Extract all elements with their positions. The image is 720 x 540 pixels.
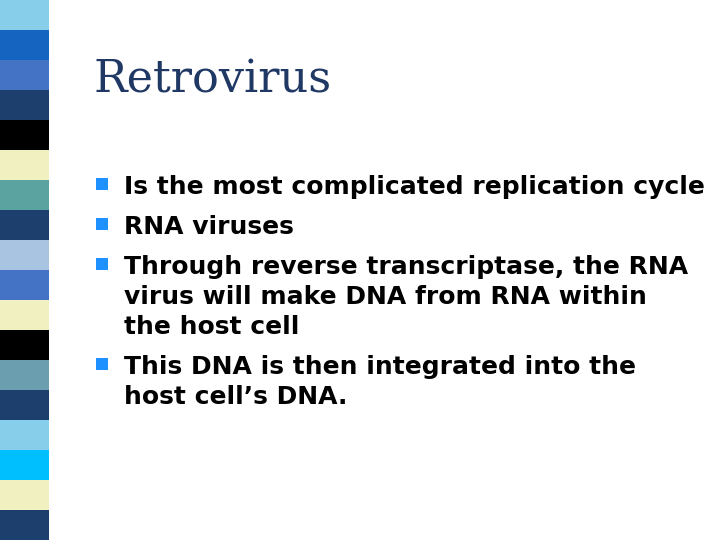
Text: the host cell: the host cell: [124, 315, 299, 339]
Text: Through reverse transcriptase, the RNA: Through reverse transcriptase, the RNA: [124, 255, 688, 279]
Text: RNA viruses: RNA viruses: [124, 215, 294, 239]
Text: Is the most complicated replication cycle: Is the most complicated replication cycl…: [124, 175, 704, 199]
Bar: [0, 480, 49, 510]
Bar: [0, 120, 49, 150]
Text: virus will make DNA from RNA within: virus will make DNA from RNA within: [124, 285, 647, 309]
Bar: [96, 218, 107, 230]
Bar: [0, 180, 49, 210]
Text: Retrovirus: Retrovirus: [94, 58, 332, 101]
Bar: [0, 510, 49, 540]
Bar: [0, 90, 49, 120]
Bar: [0, 390, 49, 420]
Bar: [96, 258, 107, 270]
Text: host cell’s DNA.: host cell’s DNA.: [124, 385, 347, 409]
Bar: [0, 300, 49, 330]
Bar: [0, 420, 49, 450]
Bar: [0, 0, 49, 30]
Bar: [0, 360, 49, 390]
Text: This DNA is then integrated into the: This DNA is then integrated into the: [124, 355, 636, 379]
Bar: [0, 240, 49, 270]
Bar: [96, 178, 107, 190]
Bar: [0, 330, 49, 360]
Bar: [96, 358, 107, 370]
Bar: [0, 270, 49, 300]
Bar: [0, 210, 49, 240]
Bar: [0, 60, 49, 90]
Bar: [0, 150, 49, 180]
Bar: [0, 30, 49, 60]
Bar: [0, 450, 49, 480]
